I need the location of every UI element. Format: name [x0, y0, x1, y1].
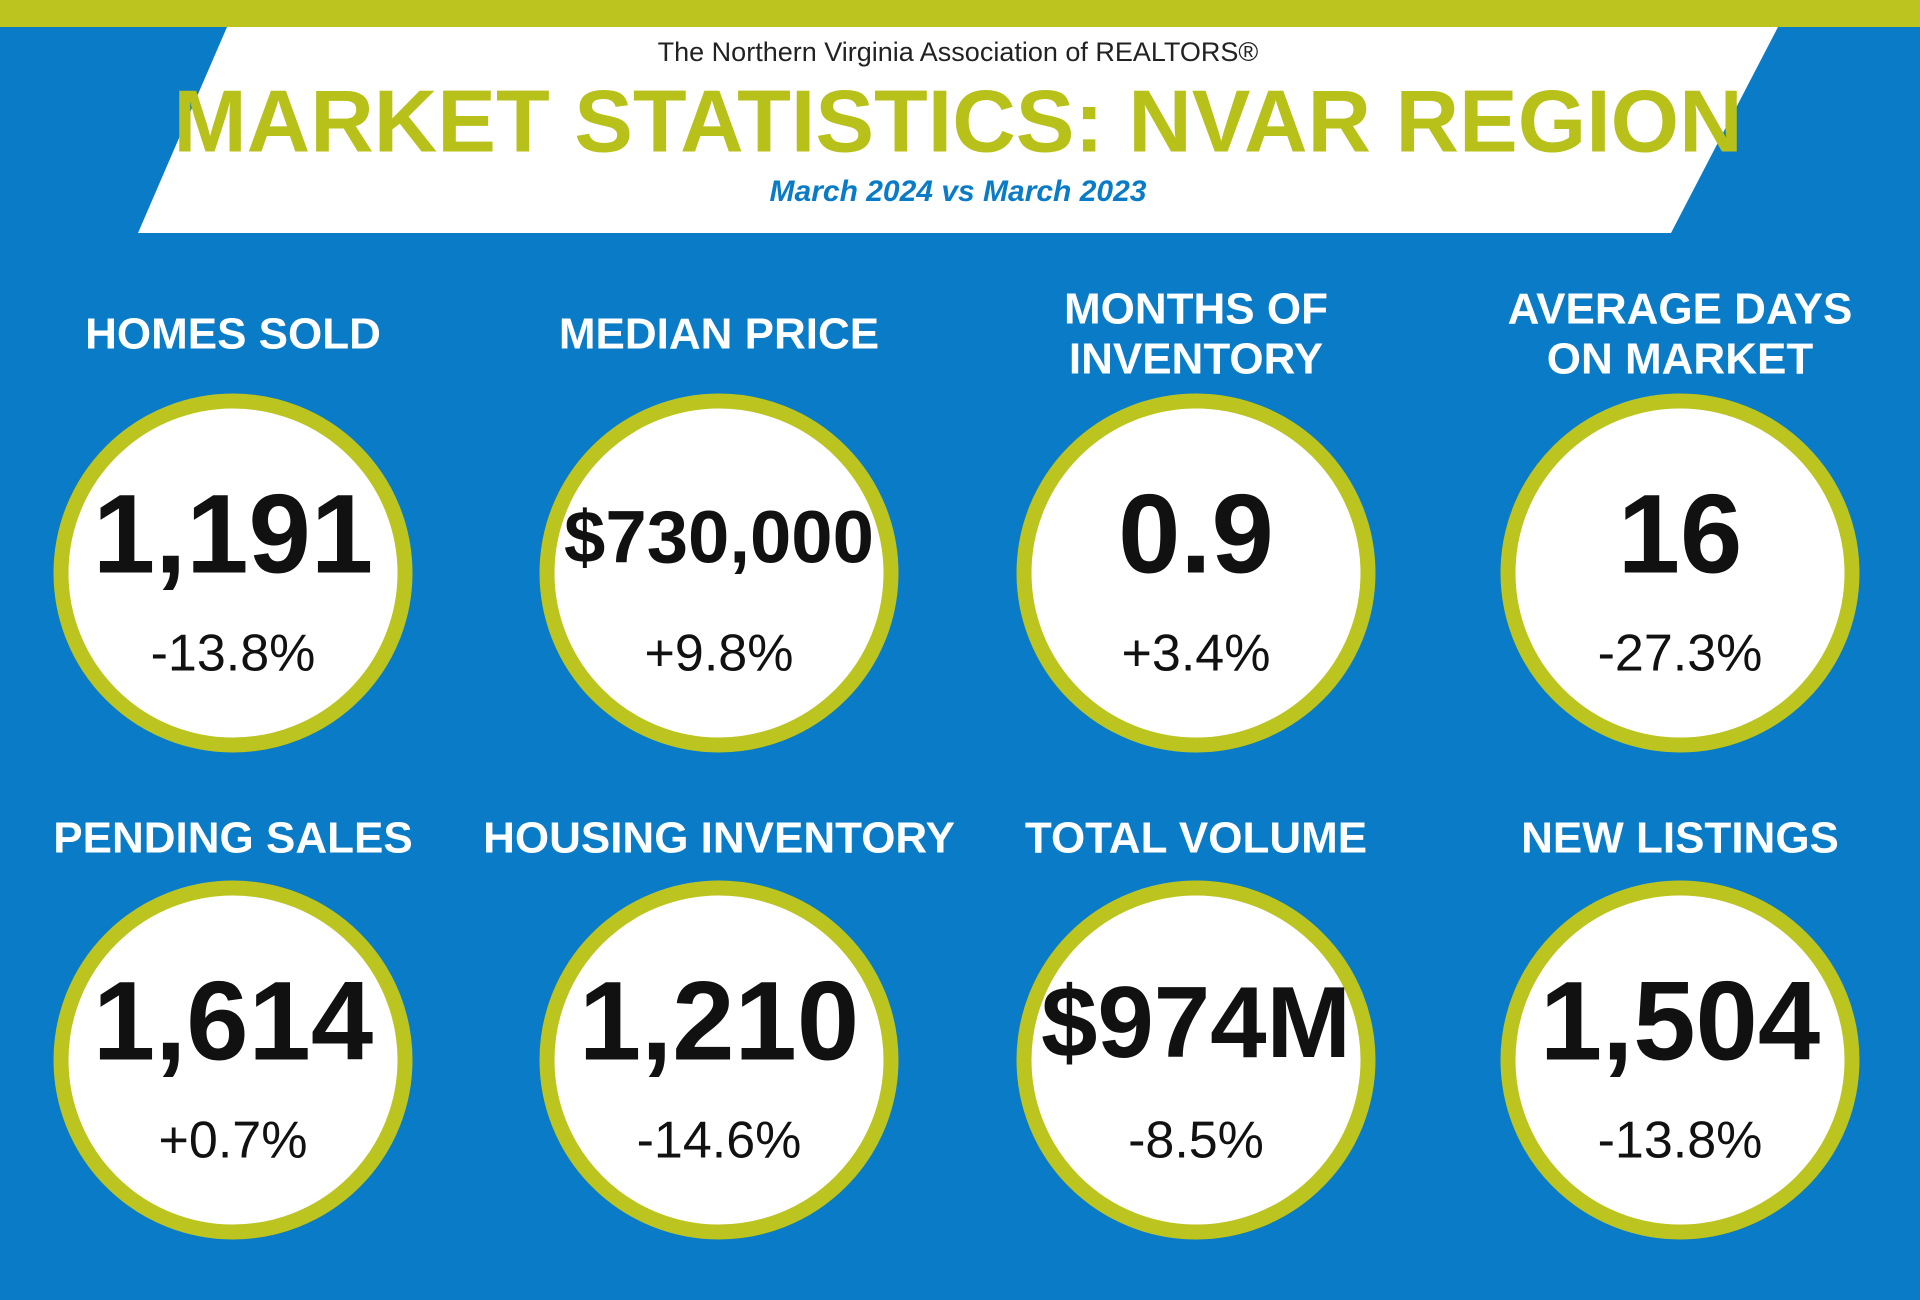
- stat-label: ON MARKET: [1547, 335, 1814, 384]
- stat-value: 1,191: [93, 472, 373, 597]
- stat-circle: [539, 880, 899, 1240]
- stat-label: TOTAL VOLUME: [1025, 814, 1367, 863]
- stat-change: -13.8%: [1598, 1112, 1763, 1170]
- stat-value: 1,504: [1540, 959, 1820, 1084]
- stat-change: -8.5%: [1128, 1112, 1264, 1170]
- stat-change: +3.4%: [1122, 625, 1271, 683]
- subtitle: March 2024 vs March 2023: [770, 175, 1147, 208]
- stat-circle: [53, 880, 413, 1240]
- top-band: [0, 0, 1920, 27]
- stat-label: AVERAGE DAYS: [1508, 285, 1853, 334]
- stat-label: MONTHS OF: [1064, 285, 1328, 334]
- header-banner: [138, 27, 1778, 233]
- stat-change: -27.3%: [1598, 625, 1763, 683]
- stat-circle: [1016, 880, 1376, 1240]
- stat-circle: [1500, 393, 1860, 753]
- stat-circle: [1016, 393, 1376, 753]
- stat-value: 0.9: [1118, 472, 1274, 597]
- org-name: The Northern Virginia Association of REA…: [658, 37, 1259, 67]
- stat-label: HOMES SOLD: [85, 310, 381, 359]
- stat-value: $974M: [1041, 966, 1351, 1079]
- stat-label: MEDIAN PRICE: [559, 310, 879, 359]
- stat-value: 16: [1618, 472, 1743, 597]
- stat-value: $730,000: [564, 496, 874, 579]
- stat-change: -14.6%: [637, 1112, 802, 1170]
- stat-label: INVENTORY: [1069, 335, 1323, 384]
- stat-change: +9.8%: [645, 625, 794, 683]
- title: MARKET STATISTICS: NVAR REGION: [173, 71, 1742, 170]
- stat-circle: [1500, 880, 1860, 1240]
- stat-circle: [53, 393, 413, 753]
- stat-label: HOUSING INVENTORY: [483, 814, 955, 863]
- stat-change: -13.8%: [151, 625, 316, 683]
- stat-label: NEW LISTINGS: [1521, 814, 1839, 863]
- stat-change: +0.7%: [159, 1112, 308, 1170]
- stat-label: PENDING SALES: [53, 814, 412, 863]
- stat-value: 1,210: [579, 959, 859, 1084]
- stat-circle: [539, 393, 899, 753]
- stat-value: 1,614: [93, 959, 373, 1084]
